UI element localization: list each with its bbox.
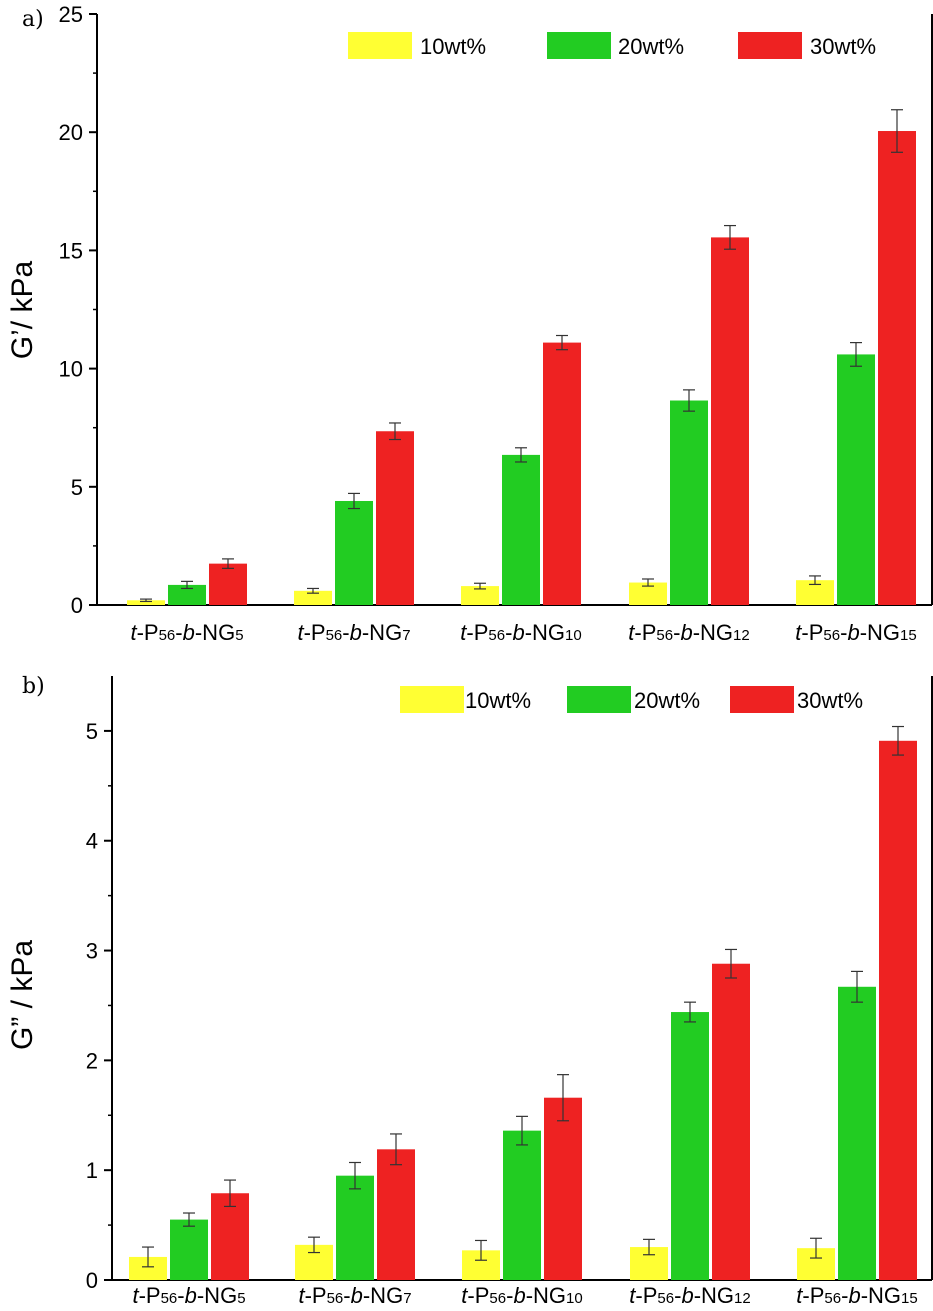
panel-label: a) <box>22 7 44 32</box>
bar-30wt%-0 <box>211 1193 249 1280</box>
y-tick-label: 1 <box>86 1158 98 1183</box>
y-tick-label: 2 <box>86 1048 98 1073</box>
bar-20wt%-0 <box>170 1219 208 1280</box>
x-category-label: t-P56-b-NG10 <box>460 620 581 645</box>
x-category-label: t-P56-b-NG7 <box>298 1283 411 1308</box>
y-tick-label: 10 <box>59 357 83 382</box>
y-tick-label: 20 <box>59 120 83 145</box>
bar-30wt%-4 <box>879 740 917 1280</box>
x-category-label: t-P56-b-NG5 <box>130 620 243 645</box>
bar-10wt%-0 <box>127 600 165 605</box>
legend-label: 30wt% <box>797 688 863 713</box>
x-category-label: t-P56-b-NG10 <box>461 1283 582 1308</box>
bar-30wt%-0 <box>209 563 247 605</box>
legend-label: 10wt% <box>465 688 531 713</box>
x-category-label: t-P56-b-NG7 <box>297 620 410 645</box>
bar-30wt%-2 <box>544 1097 582 1280</box>
y-tick-label: 4 <box>86 829 98 854</box>
y-tick-label: 5 <box>71 475 83 500</box>
bar-20wt%-3 <box>671 1012 709 1280</box>
bar-30wt%-3 <box>711 237 749 605</box>
y-tick-label: 3 <box>86 939 98 964</box>
y-axis-title: G” / kPa <box>6 940 39 1050</box>
legend-label: 10wt% <box>420 34 486 59</box>
bar-10wt%-3 <box>629 582 667 605</box>
x-category-label: t-P56-b-NG5 <box>132 1283 245 1308</box>
legend-swatch-10wt% <box>348 32 412 59</box>
bar-20wt%-1 <box>335 500 373 605</box>
legend-swatch-30wt% <box>738 32 802 59</box>
legend-label: 20wt% <box>618 34 684 59</box>
legend-swatch-20wt% <box>567 686 631 713</box>
y-axis-title: G’/ kPa <box>6 261 39 360</box>
bar-30wt%-4 <box>878 131 916 605</box>
x-category-label: t-P56-b-NG12 <box>628 620 749 645</box>
legend-swatch-10wt% <box>400 686 464 713</box>
y-tick-label: 0 <box>86 1268 98 1293</box>
legend-swatch-20wt% <box>547 32 611 59</box>
x-category-label: t-P56-b-NG12 <box>629 1283 750 1308</box>
bar-20wt%-0 <box>168 584 206 605</box>
bar-10wt%-1 <box>294 590 332 605</box>
bar-20wt%-3 <box>670 400 708 605</box>
bar-30wt%-3 <box>712 963 750 1280</box>
bar-30wt%-1 <box>377 1149 415 1280</box>
bar-20wt%-2 <box>502 454 540 605</box>
legend-label: 20wt% <box>634 688 700 713</box>
x-category-label: t-P56-b-NG15 <box>796 1283 917 1308</box>
bar-10wt%-0 <box>129 1256 167 1280</box>
y-tick-label: 15 <box>59 238 83 263</box>
chart-panel-b: b) 0 1 2 3 4 5 G” / kPa t-P56-b-NG5 t-P56-b-NG7 t-… <box>6 674 933 1308</box>
y-tick-label: 0 <box>71 593 83 618</box>
x-category-label: t-P56-b-NG15 <box>795 620 916 645</box>
y-tick-label: 5 <box>86 719 98 744</box>
bar-10wt%-2 <box>461 586 499 605</box>
legend-label: 30wt% <box>810 34 876 59</box>
legend-swatch-30wt% <box>730 686 794 713</box>
chart-panel-a: a) 0 5 10 15 20 25 G’/ kPa t-P56-b-NG5 t-P56-b-NG… <box>6 2 933 645</box>
bar-30wt%-2 <box>543 342 581 605</box>
panel-label: b) <box>22 674 45 699</box>
bar-20wt%-2 <box>503 1130 541 1280</box>
bar-20wt%-1 <box>336 1175 374 1280</box>
bar-30wt%-1 <box>376 431 414 605</box>
bar-20wt%-4 <box>838 986 876 1280</box>
bar-20wt%-4 <box>837 354 875 605</box>
y-tick-label: 25 <box>59 2 83 27</box>
